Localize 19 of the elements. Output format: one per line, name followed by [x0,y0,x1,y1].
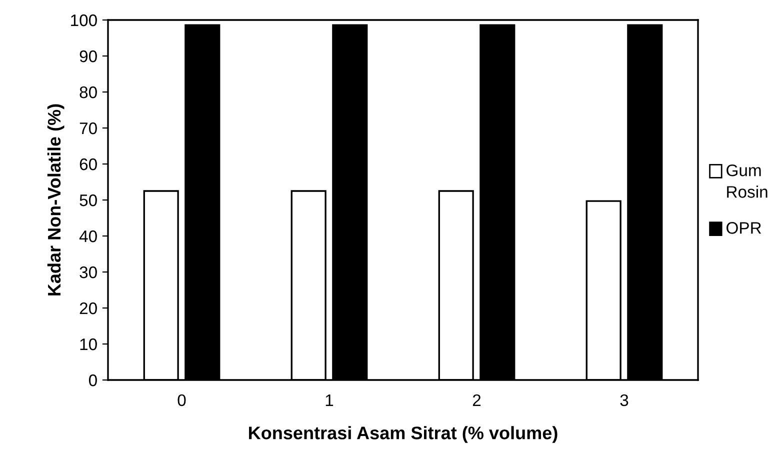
x-tick-label: 3 [620,394,628,406]
y-tick-label: 10 [80,338,97,350]
x-axis-title: Konsentrasi Asam Sitrat (% volume) [249,426,558,443]
y-tick-label: 50 [80,194,97,206]
y-axis-title: Kadar Non-Volatile (%) [47,104,64,296]
y-tick-label: 70 [80,122,97,134]
x-tick-label: 1 [326,394,334,406]
x-tick-label: 2 [472,394,481,406]
x-tick-label: 0 [178,394,186,406]
y-tick-label: 80 [80,86,97,98]
y-tick-label: 90 [80,50,97,62]
legend-label: Gum Rosin [726,164,768,198]
y-tick-label: 30 [80,266,97,278]
y-tick-label: 100 [71,14,97,26]
y-tick-label: 40 [79,230,97,242]
y-tick-label: 0 [88,374,97,386]
y-tick-label: 60 [80,158,97,170]
y-tick-label: 20 [80,302,97,314]
legend-label: OPR [726,222,762,234]
